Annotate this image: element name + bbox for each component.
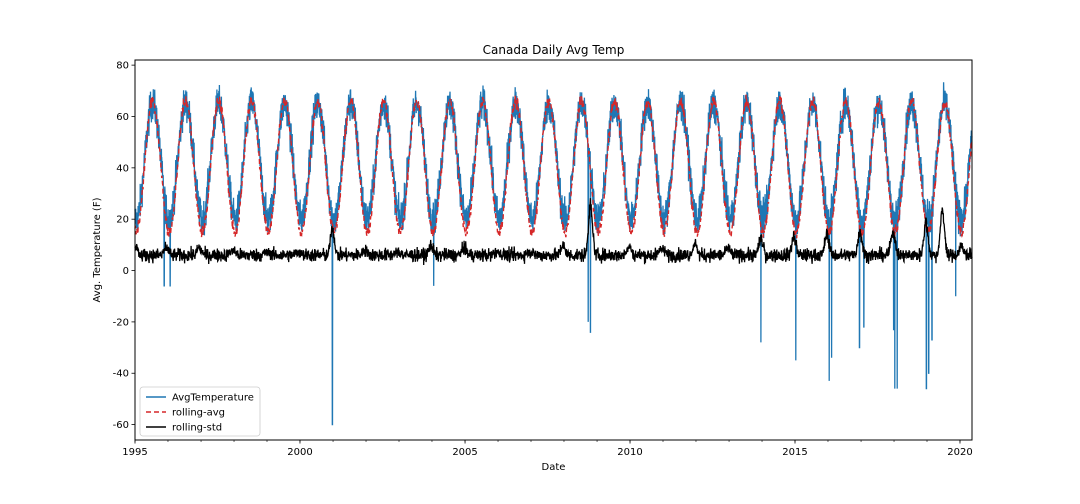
x-tick-label: 1995 — [122, 447, 147, 458]
x-axis: 1995 2000 2005 2010 2015 2020 — [122, 440, 973, 458]
y-tick-label: -40 — [113, 369, 129, 380]
x-tick-label: 2010 — [617, 447, 642, 458]
x-tick-label: 2005 — [452, 447, 477, 458]
legend-box — [139, 386, 261, 437]
legend-label-rolling-std: rolling-std — [172, 423, 222, 434]
y-tick-label: -60 — [113, 420, 129, 431]
y-tick-label: 60 — [116, 112, 129, 123]
y-tick-label: 0 — [123, 266, 129, 277]
chart-title: Canada Daily Avg Temp — [483, 43, 625, 57]
x-tick-label: 2020 — [947, 447, 972, 458]
legend-label-avgtemperature: AvgTemperature — [172, 393, 254, 404]
y-tick-label: 40 — [116, 163, 129, 174]
y-axis: -60 -40 -20 0 20 40 60 80 — [113, 61, 135, 431]
series-rolling-avg-line — [134, 94, 973, 239]
series-rolling-std-line — [134, 198, 973, 266]
y-axis-label: Avg. Temperature (F) — [92, 197, 103, 302]
y-tick-label: 20 — [116, 215, 129, 226]
plot-area — [134, 82, 973, 426]
legend: AvgTemperature rolling-avg rolling-std — [139, 386, 261, 437]
legend-label-rolling-avg: rolling-avg — [172, 408, 225, 419]
y-tick-label: 80 — [116, 61, 129, 72]
x-tick-label: 2000 — [287, 447, 312, 458]
x-tick-label: 2015 — [782, 447, 807, 458]
y-tick-label: -20 — [113, 317, 129, 328]
x-axis-label: Date — [542, 462, 566, 473]
axes-frame — [134, 59, 973, 441]
